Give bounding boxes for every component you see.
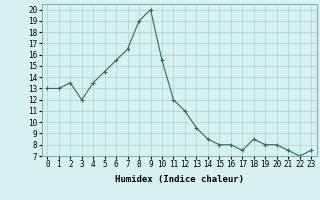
X-axis label: Humidex (Indice chaleur): Humidex (Indice chaleur)	[115, 175, 244, 184]
